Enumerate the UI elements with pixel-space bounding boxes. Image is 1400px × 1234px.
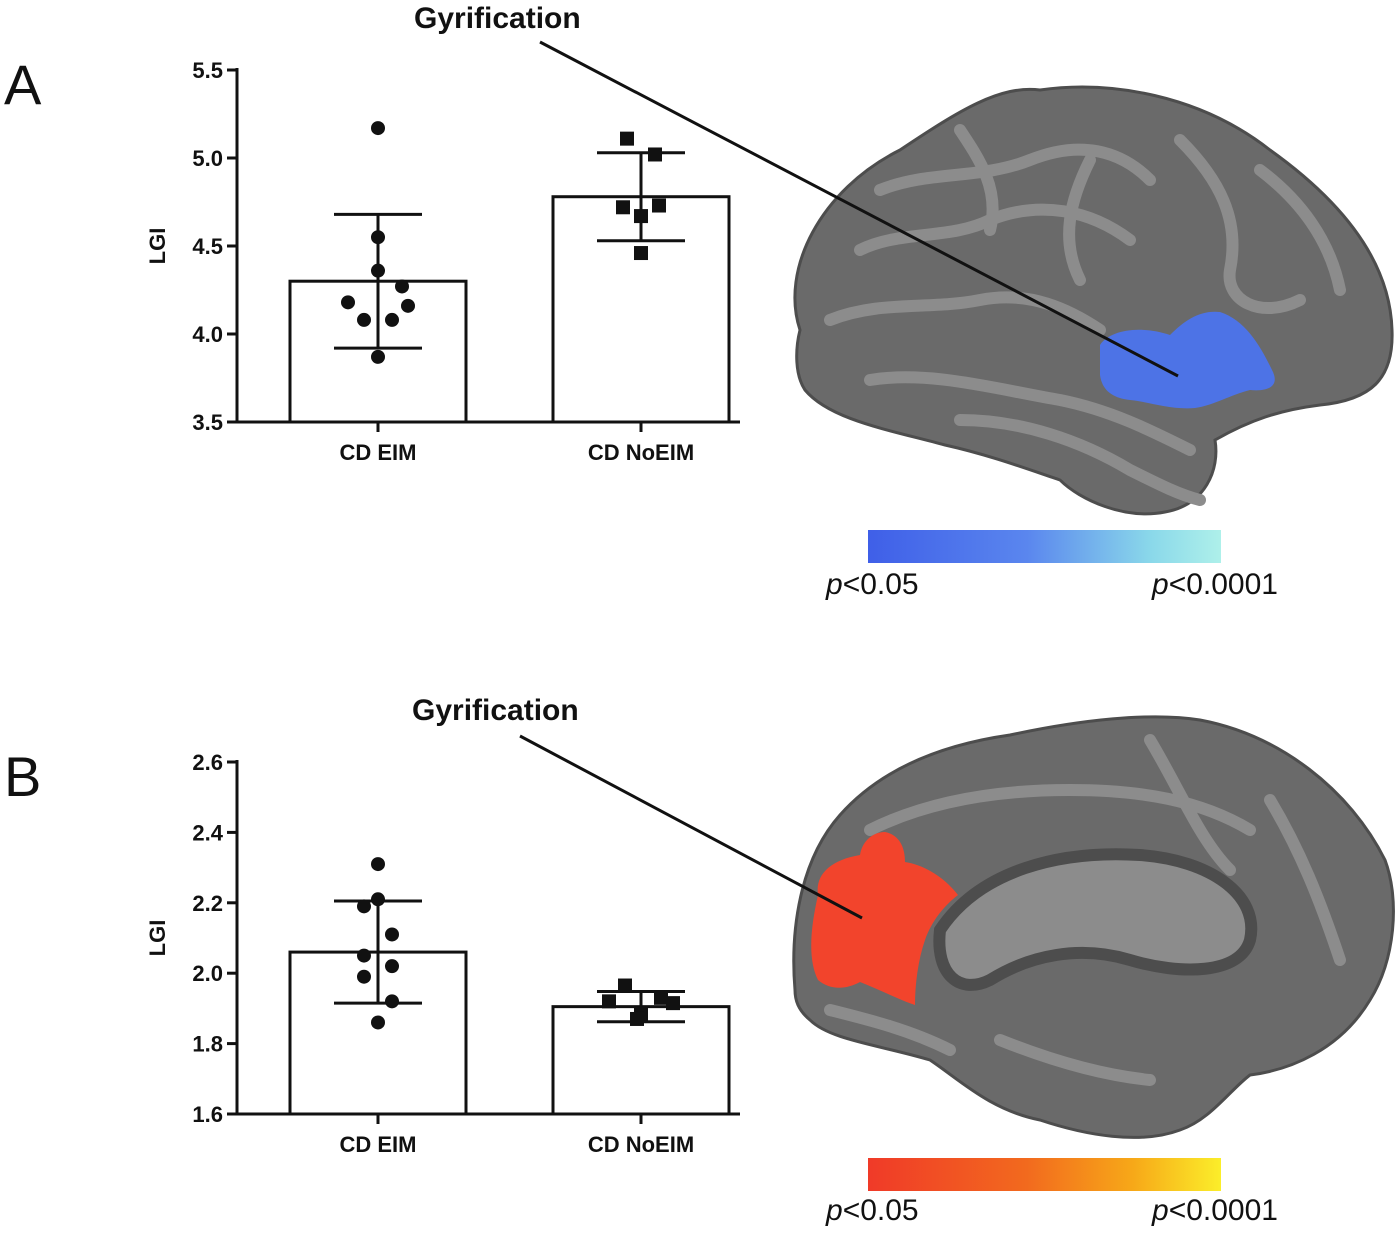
brain-a-sulcus-6 bbox=[864, 371, 1196, 456]
y-tick-label: 4.0 bbox=[192, 322, 223, 347]
data-point-square bbox=[630, 1011, 644, 1026]
callout-line-b bbox=[519, 734, 863, 920]
brain-b-sulcus-3 bbox=[1264, 794, 1346, 966]
data-point-circle bbox=[385, 927, 399, 942]
y-axis-label: LGI bbox=[145, 228, 170, 265]
scale-a-low-label: p<0.05 bbox=[826, 568, 919, 601]
scale-b-low-label: p<0.05 bbox=[826, 1194, 919, 1227]
data-point-square bbox=[648, 147, 662, 162]
color-scale-bar-b bbox=[868, 1158, 1221, 1191]
data-point-circle bbox=[385, 994, 399, 1009]
panel-letter-b: B bbox=[4, 745, 42, 808]
brain-a-silhouette bbox=[793, 85, 1394, 516]
scale-a-high-label: p<0.0001 bbox=[1152, 568, 1278, 601]
data-point-square bbox=[602, 994, 616, 1009]
data-point-square bbox=[620, 131, 634, 146]
brain-a-highlight bbox=[1100, 311, 1275, 409]
x-tick-label: CD NoEIM bbox=[588, 1132, 694, 1157]
data-point-circle bbox=[341, 295, 355, 310]
chart-b: 1.6 1.8 2.0 2.2 2.4 2.6 LGI CD EIM CD NoEIM bbox=[145, 750, 740, 1157]
y-tick-label: 3.5 bbox=[192, 410, 223, 435]
y-tick-label: 1.6 bbox=[192, 1102, 223, 1127]
brain-b-sulcus-4 bbox=[994, 1034, 1156, 1086]
data-point-circle bbox=[371, 892, 385, 907]
data-point-circle bbox=[401, 298, 415, 313]
chart-a: 3.5 4.0 4.5 5.0 5.5 LGI CD EIM CD NoEIM bbox=[145, 58, 740, 465]
x-tick-label: CD EIM bbox=[340, 440, 417, 465]
data-point-square bbox=[616, 200, 630, 215]
callout-label-a: Gyrification bbox=[414, 2, 581, 35]
panel-letter-a: A bbox=[4, 53, 42, 116]
data-point-circle bbox=[357, 948, 371, 963]
brain-a-sulcus-9 bbox=[954, 124, 999, 236]
data-point-square bbox=[666, 996, 680, 1011]
y-tick-label: 1.8 bbox=[192, 1032, 223, 1057]
callout-label-b: Gyrification bbox=[412, 694, 579, 727]
data-point-square bbox=[634, 209, 648, 224]
color-scale-bar-a bbox=[868, 530, 1221, 563]
brain-a-sulcus-3 bbox=[1174, 134, 1306, 315]
brain-a-sulcus-5 bbox=[824, 291, 1106, 336]
data-point-circle bbox=[371, 263, 385, 278]
brain-image-a bbox=[793, 85, 1394, 516]
brain-b-highlight bbox=[811, 832, 958, 1005]
brain-a-sulcus-4 bbox=[1254, 164, 1346, 296]
data-point-square bbox=[634, 246, 648, 261]
y-tick-label: 2.6 bbox=[192, 750, 223, 775]
data-point-circle bbox=[357, 312, 371, 327]
brain-a-sulcus-1 bbox=[874, 143, 1156, 196]
scale-b-high-label: p<0.0001 bbox=[1152, 1194, 1278, 1227]
y-tick-label: 2.4 bbox=[192, 820, 223, 845]
data-point-circle bbox=[371, 230, 385, 245]
callout-line-a bbox=[539, 40, 1179, 378]
data-point-circle bbox=[371, 349, 385, 364]
data-point-circle bbox=[371, 857, 385, 872]
data-point-square bbox=[654, 990, 668, 1005]
brain-b-callosum bbox=[933, 848, 1258, 991]
brain-a-sulcus-8 bbox=[1063, 154, 1096, 286]
brain-a-sulcus-7 bbox=[954, 414, 1206, 506]
y-tick-label: 2.0 bbox=[192, 961, 223, 986]
data-point-circle bbox=[385, 312, 399, 327]
data-point-square bbox=[652, 198, 666, 213]
data-point-circle bbox=[371, 1015, 385, 1030]
x-tick-label: CD EIM bbox=[340, 1132, 417, 1157]
brain-b-sulcus-2 bbox=[1144, 734, 1236, 876]
data-point-circle bbox=[357, 969, 371, 984]
data-point-circle bbox=[395, 279, 409, 294]
x-tick-label: CD NoEIM bbox=[588, 440, 694, 465]
brain-image-b bbox=[792, 715, 1395, 1139]
y-tick-label: 5.5 bbox=[192, 58, 223, 83]
data-point-circle bbox=[385, 959, 399, 974]
brain-b-sulcus-5 bbox=[824, 1004, 956, 1056]
data-point-square bbox=[618, 978, 632, 993]
y-tick-label: 4.5 bbox=[192, 234, 223, 259]
y-tick-label: 2.2 bbox=[192, 891, 223, 916]
data-point-circle bbox=[357, 899, 371, 914]
brain-b-sulcus-1 bbox=[864, 783, 1256, 836]
data-point-circle bbox=[371, 121, 385, 136]
y-axis-label: LGI bbox=[145, 920, 170, 957]
y-tick-label: 5.0 bbox=[192, 146, 223, 171]
